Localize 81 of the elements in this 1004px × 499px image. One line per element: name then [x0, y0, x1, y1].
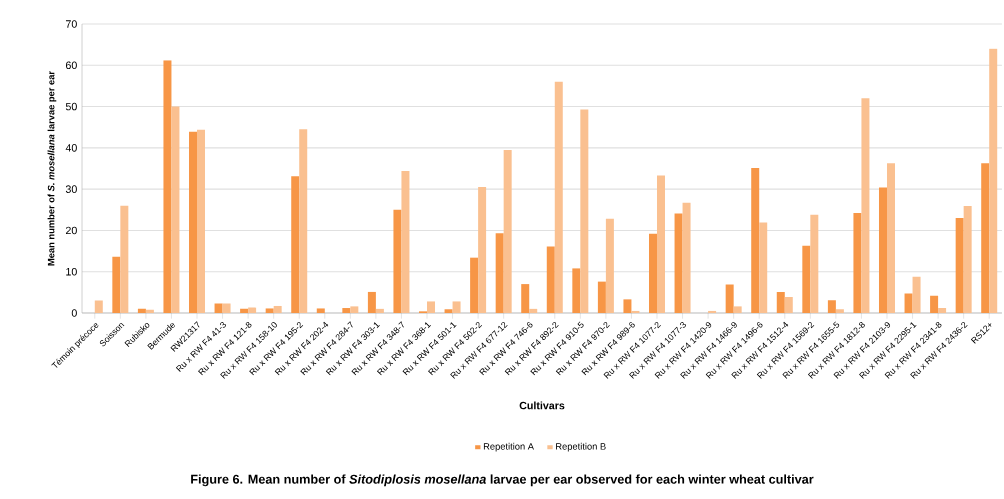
y-tick-label: 20	[65, 226, 77, 235]
bar	[827, 300, 836, 313]
bar	[163, 60, 172, 313]
bar	[989, 48, 998, 313]
bar	[955, 218, 964, 313]
bar	[299, 129, 308, 313]
bar	[930, 295, 939, 313]
bar	[580, 109, 589, 313]
bar	[189, 131, 198, 313]
y-tick-label: 10	[66, 267, 77, 276]
bar	[597, 281, 606, 313]
bar	[316, 308, 325, 313]
bar	[886, 163, 895, 313]
bar	[853, 213, 862, 313]
bar	[733, 306, 742, 313]
bar	[725, 284, 734, 313]
bar	[375, 308, 384, 313]
bar	[495, 233, 504, 313]
legend-label: Repetition B	[556, 442, 606, 452]
bar	[649, 233, 657, 313]
y-tick-label: 0	[71, 309, 77, 317]
bar	[120, 205, 129, 313]
bar	[605, 218, 614, 313]
bar	[145, 309, 154, 313]
bar	[393, 209, 402, 313]
bar	[784, 296, 793, 313]
bar	[708, 310, 717, 313]
y-tick-label: 50	[65, 102, 77, 111]
bar	[427, 301, 435, 313]
bar	[810, 214, 819, 313]
bar	[214, 303, 223, 313]
bar	[444, 309, 453, 313]
bar	[938, 308, 947, 313]
bar	[367, 291, 376, 313]
y-axis-title: Mean number of S. mosellana larvae per ear	[47, 71, 57, 266]
caption: Figure 6. Mean number of Sitodiplosis mosellana larvae per ear observed for each winter wheat cultivar	[191, 474, 814, 487]
bar	[981, 163, 990, 313]
x-axis-title: Cultivars	[519, 401, 565, 410]
bar	[94, 300, 103, 313]
bar	[751, 168, 760, 313]
bar	[521, 284, 530, 313]
bar	[112, 256, 121, 313]
bar	[401, 170, 410, 313]
y-tick-label: 60	[65, 61, 77, 70]
bar	[350, 306, 359, 313]
bar	[776, 291, 785, 313]
bar	[657, 175, 665, 313]
bar	[631, 310, 640, 313]
bar	[452, 301, 461, 313]
bar	[554, 81, 563, 313]
y-tick-label: 70	[65, 20, 77, 28]
bar	[802, 245, 811, 313]
bar	[137, 308, 146, 313]
bar	[623, 299, 632, 313]
bar	[291, 176, 300, 313]
bar	[222, 303, 231, 313]
bar	[503, 149, 512, 313]
bar	[546, 246, 555, 313]
bar	[904, 293, 913, 313]
y-tick-label: 40	[65, 144, 77, 152]
bar	[248, 307, 257, 313]
bar	[572, 268, 581, 313]
bar	[682, 202, 691, 313]
bar	[963, 206, 972, 313]
bar	[912, 276, 921, 313]
y-tick-label: 30	[65, 185, 77, 193]
bar	[529, 308, 538, 313]
bar	[861, 98, 870, 313]
bar	[879, 187, 887, 313]
bar	[171, 106, 180, 313]
legend-label: Repetition A	[483, 442, 534, 452]
bar	[470, 257, 479, 313]
bar	[835, 309, 844, 313]
bar	[240, 308, 249, 313]
bar	[759, 222, 768, 313]
bar	[273, 305, 282, 313]
bar	[265, 308, 274, 313]
bar	[197, 129, 206, 313]
bar	[674, 213, 683, 313]
bar	[478, 187, 487, 313]
bar	[342, 308, 351, 313]
